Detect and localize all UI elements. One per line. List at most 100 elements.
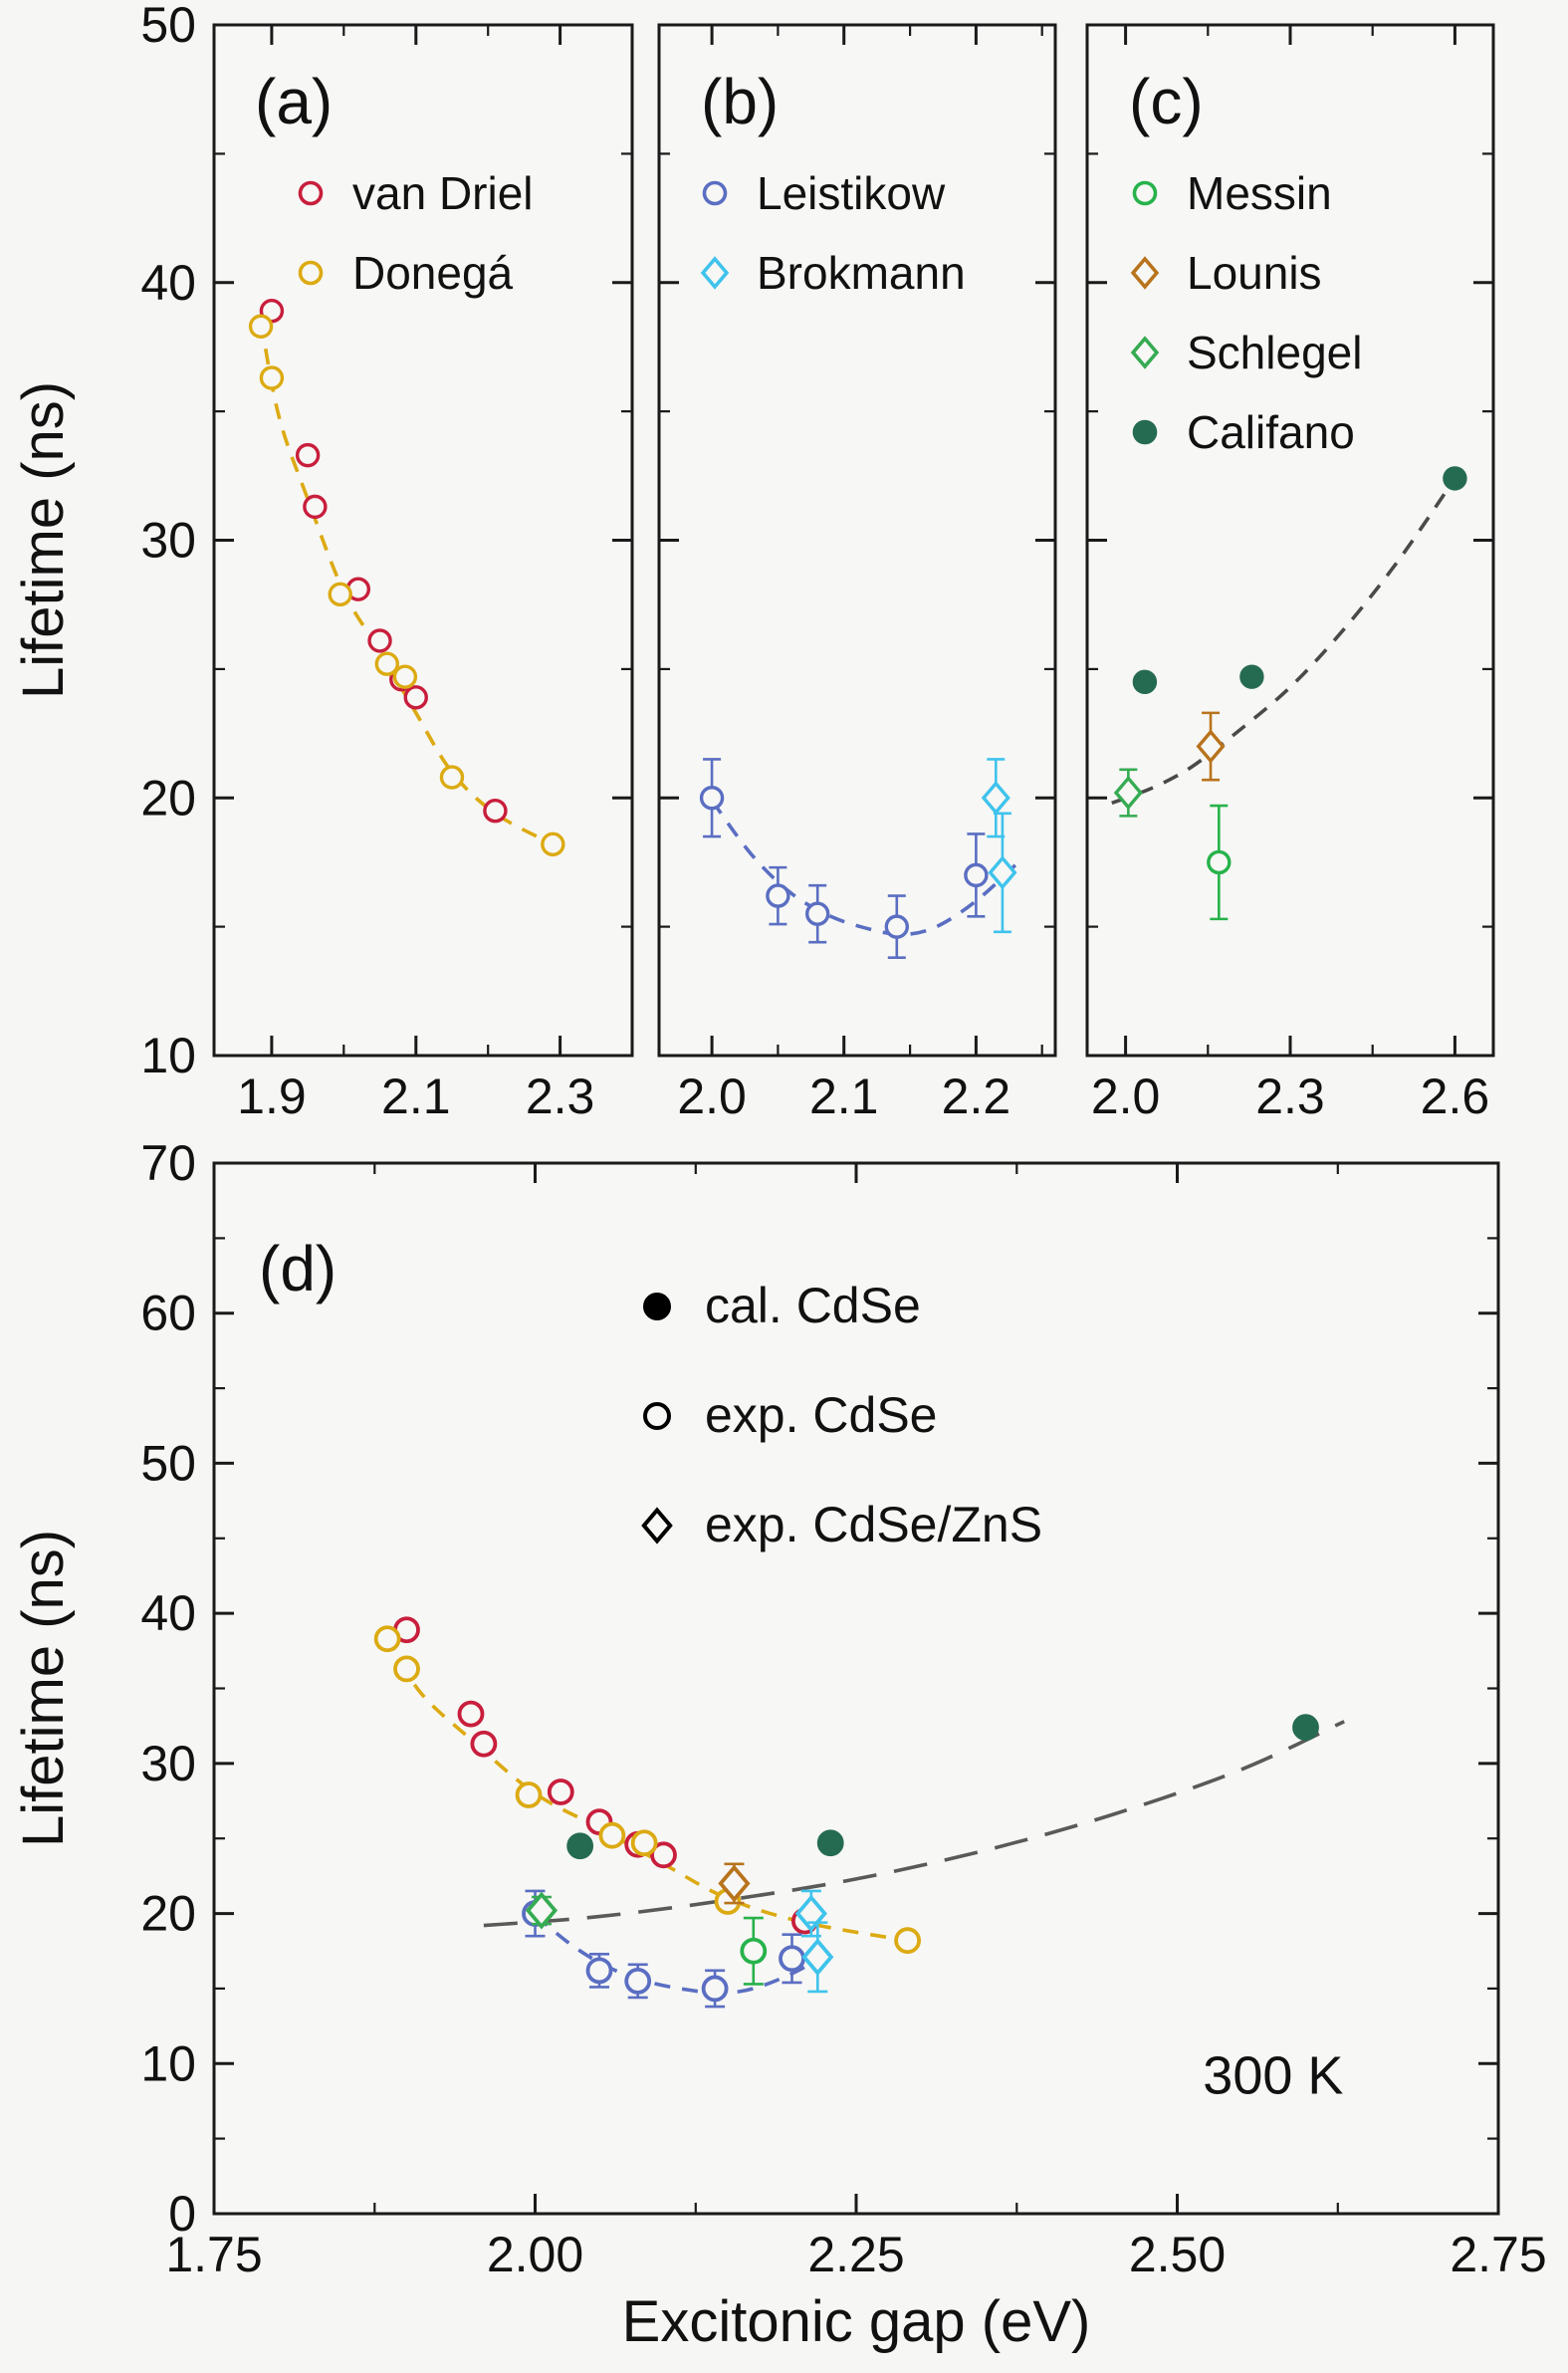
data-point-califano (1443, 466, 1467, 491)
x-tick-label: 2.00 (487, 2227, 583, 2282)
data-point-van-driel (650, 1841, 677, 1869)
y-tick-label: 40 (140, 1585, 196, 1641)
y-tick-label: 50 (140, 1435, 196, 1491)
data-point-van-driel (403, 685, 428, 710)
data-point-brokmann (801, 1938, 834, 1977)
legend-marker-messin (1132, 180, 1158, 206)
data-point-van-driel (547, 1779, 574, 1805)
data-point-van-driel (367, 628, 392, 653)
x-tick-label: 2.25 (807, 2227, 904, 2282)
data-point-leistikow (624, 1967, 652, 1995)
legend-marker-lounis (1130, 256, 1160, 290)
data-point-califano (566, 1832, 594, 1860)
legend-label-exp-cdse: exp. CdSe (705, 1387, 937, 1443)
data-point-leistikow (805, 901, 830, 926)
data-point-doneg (248, 314, 274, 339)
x-tick-label: 2.1 (381, 1068, 451, 1124)
data-point-leistikow (964, 862, 989, 888)
data-point-doneg (894, 1927, 921, 1955)
x-tick-label: 2.75 (1450, 2227, 1546, 2282)
panel-c-frame (1085, 23, 1495, 1058)
series-califano (1132, 466, 1467, 695)
x-axis-label: Excitonic gap (eV) (621, 2289, 1091, 2354)
y-tick-label: 30 (140, 1736, 196, 1791)
trend-curve-0 (1111, 477, 1456, 806)
data-point-doneg (598, 1821, 626, 1849)
series-brokmann (794, 1889, 834, 1994)
series-califano (566, 1714, 1319, 1860)
y-tick-label: 50 (140, 0, 196, 53)
x-tick-label: 2.0 (677, 1068, 747, 1124)
y-tick-label: 70 (140, 1135, 196, 1191)
legend-marker-califano (1132, 419, 1158, 445)
y-tick-label: 30 (140, 513, 196, 569)
legend-label-exp-cdse-zns: exp. CdSe/ZnS (705, 1497, 1042, 1552)
data-point-lounis (1196, 729, 1226, 764)
data-point-leistikow (779, 1945, 805, 1973)
data-point-messin (740, 1937, 768, 1965)
panel-b: 2.0 2.1 2.2 (b) Leistikow Brokmann (657, 23, 1057, 1124)
panel-a-frame (212, 23, 634, 1058)
data-point-doneg (630, 1829, 658, 1857)
x-tick-label: 2.3 (526, 1068, 595, 1124)
data-point-van-driel (483, 798, 508, 824)
legend-marker-cal-cdse (643, 1293, 671, 1320)
panel-d: 1.75 2.00 2.25 2.50 2.75 0 10 20 30 40 50 60 70 (d) ca… (140, 1135, 1546, 2282)
y-tick-label: 10 (140, 2035, 196, 2091)
y-axis-label-bottom: Lifetime (ns) (11, 1529, 76, 1848)
panel-label-a: (a) (255, 66, 333, 137)
panel-label-d: (d) (259, 1233, 336, 1305)
data-point-van-driel (457, 1700, 485, 1728)
panel-d-background (214, 1163, 1498, 2214)
data-point-lounis (718, 1864, 751, 1903)
legend-label-messin: Messin (1187, 167, 1332, 219)
y-tick-label: 20 (140, 770, 196, 826)
x-tick-label: 1.9 (237, 1068, 307, 1124)
trend-curve-1 (534, 1913, 832, 1996)
legend-label-van-driel: van Driel (352, 167, 534, 219)
x-tick-label: 2.50 (1129, 2227, 1226, 2282)
panel-label-c: (c) (1129, 66, 1204, 137)
legend-label-cal-cdse: cal. CdSe (705, 1278, 921, 1333)
series-messin (740, 1916, 768, 1986)
data-point-califano (1292, 1714, 1319, 1742)
legend-marker-van-driel (298, 180, 324, 206)
x-tick-label: 2.6 (1421, 1068, 1490, 1124)
y-tick-label: 10 (140, 1028, 196, 1083)
series-lounis (1196, 711, 1226, 782)
data-point-leistikow (701, 1975, 729, 2003)
data-point-van-driel (295, 442, 321, 468)
data-point-schlegel (1113, 775, 1143, 811)
data-point-doneg (259, 365, 285, 390)
series-messin (1207, 804, 1232, 921)
x-tick-label: 2.3 (1255, 1068, 1325, 1124)
panel-b-frame (657, 23, 1057, 1058)
legend-label-doneg: Donegá (352, 247, 514, 299)
data-point-leistikow (699, 786, 725, 811)
data-point-califano (1132, 669, 1158, 695)
panel-d-frame (212, 1161, 1500, 2216)
y-tick-label: 0 (168, 2186, 196, 2242)
x-tick-label: 2.1 (809, 1068, 879, 1124)
series-schlegel (1113, 768, 1143, 818)
data-point-doneg (328, 582, 352, 607)
data-point-doneg (515, 1781, 543, 1808)
data-point-brokmann (988, 855, 1017, 890)
trend-curve-2 (483, 1720, 1345, 1928)
y-tick-label: 60 (140, 1286, 196, 1341)
x-tick-label: 2.0 (1091, 1068, 1161, 1124)
data-point-califano (1239, 664, 1264, 689)
legend-label-leistikow: Leistikow (757, 167, 946, 219)
data-point-doneg (541, 831, 565, 857)
series-lounis (718, 1862, 751, 1905)
panel-label-b: (b) (701, 66, 779, 137)
legend-marker-exp-cdse-zns (641, 1507, 673, 1544)
data-point-leistikow (766, 883, 790, 908)
x-tick-label: 2.2 (942, 1068, 1011, 1124)
panel-c: 2.0 2.3 2.6 (c) Messin Lounis Schlegel Califano (1085, 23, 1495, 1124)
legend-marker-leistikow (702, 180, 728, 206)
data-point-doneg (439, 765, 465, 790)
series-leistikow (699, 758, 989, 959)
legend-marker-exp-cdse (643, 1402, 671, 1430)
series-brokmann (981, 758, 1017, 934)
